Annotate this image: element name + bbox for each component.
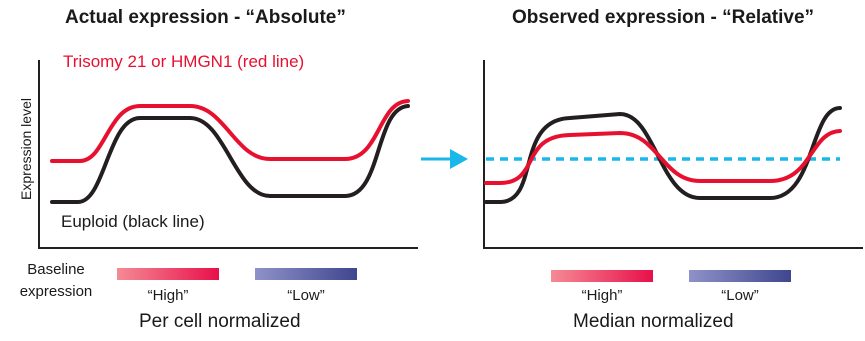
- left-low-swatch: [255, 268, 357, 280]
- right-low-label: “Low”: [721, 287, 759, 304]
- right-arrow-icon: [421, 149, 468, 169]
- right-low-swatch: [689, 270, 791, 282]
- euploid-line-label: Euploid (black line): [61, 212, 205, 231]
- right-footer: Median normalized: [573, 311, 734, 332]
- left-high-label: “High”: [147, 287, 189, 304]
- left-footer: Per cell normalized: [139, 311, 301, 332]
- left-panel-title: Actual expression - “Absolute”: [65, 7, 346, 28]
- right-trisomy-line: [484, 129, 842, 185]
- right-euploid-line: [484, 106, 842, 204]
- right-panel-title: Observed expression - “Relative”: [512, 7, 815, 28]
- baseline-label-text: Baseline expression: [19, 261, 93, 300]
- left-trisomy-line: [50, 99, 410, 163]
- left-high-swatch: [117, 268, 219, 280]
- left-euploid-line: [50, 104, 410, 204]
- baseline-expression-label: Baseline expression: [12, 259, 100, 303]
- left-low-label: “Low”: [287, 287, 325, 304]
- right-high-label: “High”: [581, 287, 623, 304]
- y-axis-label: Expression level: [18, 98, 34, 200]
- right-high-swatch: [551, 270, 653, 282]
- right-axes: [483, 60, 863, 249]
- left-axes: [38, 60, 418, 249]
- trisomy-line-label: Trisomy 21 or HMGN1 (red line): [63, 52, 305, 71]
